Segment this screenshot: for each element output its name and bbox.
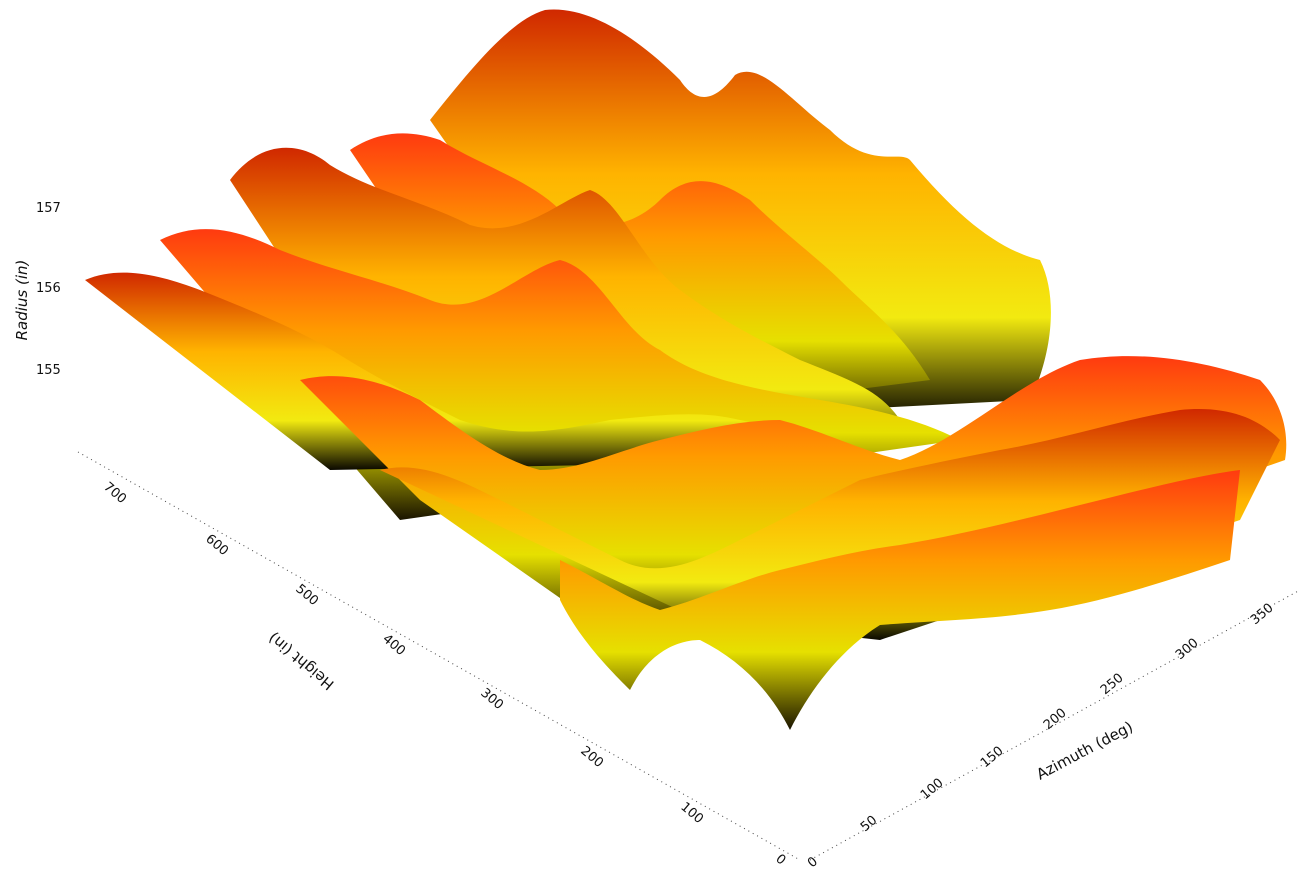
y-tick-label: 0 — [772, 852, 788, 869]
z-axis: 155 156 157 Radius (in) — [13, 201, 61, 378]
z-tick-label: 156 — [36, 281, 61, 296]
y-tick-label: 200 — [577, 744, 606, 771]
y-tick-label: 400 — [379, 632, 408, 659]
x-tick-label: 350 — [1248, 601, 1277, 628]
x-tick-label: 50 — [858, 813, 880, 835]
z-tick-label: 157 — [36, 201, 61, 216]
y-tick-label: 300 — [477, 686, 506, 713]
surface-mesh — [85, 9, 1287, 730]
x-tick-label: 0 — [805, 854, 821, 871]
y-tick-label: 100 — [677, 800, 706, 827]
x-tick-label: 250 — [1098, 671, 1127, 698]
z-tick-label: 155 — [36, 363, 61, 378]
y-axis-label: Height (in) — [265, 629, 338, 694]
y-tick-label: 700 — [100, 480, 129, 507]
x-tick-label: 150 — [978, 744, 1007, 771]
y-tick-label: 500 — [292, 582, 321, 609]
x-tick-label: 300 — [1173, 636, 1202, 663]
x-tick-label: 200 — [1041, 706, 1070, 733]
z-axis-label: Radius (in) — [13, 260, 31, 341]
x-tick-label: 100 — [918, 776, 947, 803]
